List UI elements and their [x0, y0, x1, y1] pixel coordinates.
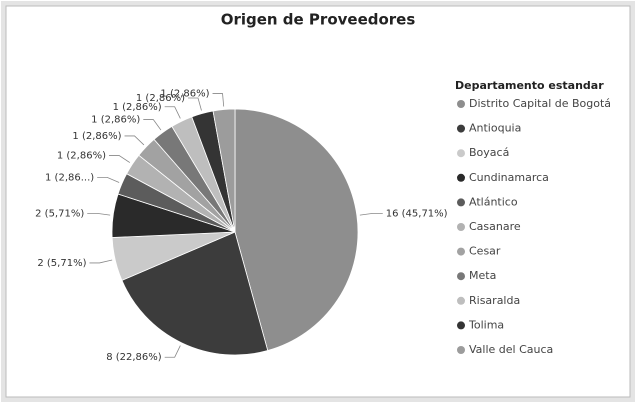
data-label: 1 (2,86%) [113, 102, 162, 113]
data-label: 1 (2,86%) [136, 93, 185, 104]
legend-marker [457, 296, 465, 305]
data-label: 1 (2,86%) [91, 115, 140, 126]
data-label: 2 (5,71%) [37, 258, 86, 269]
data-label: 16 (45,71%) [386, 208, 448, 219]
leader-line [143, 119, 162, 131]
pie-slice [234, 108, 359, 352]
legend-label: Distrito Capital de Bogotá [469, 97, 611, 110]
leader-line [212, 93, 225, 107]
leader-line [188, 97, 202, 111]
pie-slice [121, 231, 269, 356]
legend-marker [457, 247, 465, 256]
legend-label: Meta [469, 269, 496, 282]
leader-line [359, 212, 383, 216]
legend-title: Departamento estandar [455, 79, 604, 92]
leader-line [87, 212, 111, 216]
leader-line [124, 135, 145, 146]
legend-label: Cundinamarca [469, 171, 549, 184]
data-label: 8 (22,86%) [106, 352, 162, 363]
legend-label: Tolima [468, 318, 504, 331]
legend-marker [457, 223, 465, 231]
legend-marker [457, 100, 465, 108]
legend-marker [457, 173, 465, 182]
legend-label: Valle del Cauca [469, 343, 553, 356]
leader-line [108, 155, 131, 163]
legend-label: Risaralda [469, 294, 520, 307]
data-label: 1 (2,86%) [57, 150, 106, 161]
pie-slice [212, 108, 236, 233]
leader-line [164, 345, 181, 358]
legend-label: Casanare [469, 220, 521, 233]
chart-title: Origen de Proveedores [221, 11, 416, 29]
leader-line [89, 259, 113, 264]
legend-marker [457, 124, 465, 133]
legend-marker [457, 321, 465, 330]
data-label: 2 (5,71%) [35, 208, 84, 219]
data-label: 1 (2,86%) [160, 89, 209, 100]
data-label: 1 (2,86...) [45, 172, 94, 183]
legend-marker [457, 198, 465, 207]
legend-label: Atlántico [469, 195, 518, 208]
legend-label: Cesar [469, 245, 501, 258]
legend-marker [457, 149, 465, 158]
legend-label: Antioquia [469, 122, 521, 135]
legend-marker [457, 272, 465, 281]
legend-label: Boyacá [469, 146, 509, 159]
legend-marker [457, 346, 465, 354]
data-label: 1 (2,86%) [72, 131, 121, 142]
leader-line [164, 106, 181, 119]
leader-line [97, 176, 120, 183]
